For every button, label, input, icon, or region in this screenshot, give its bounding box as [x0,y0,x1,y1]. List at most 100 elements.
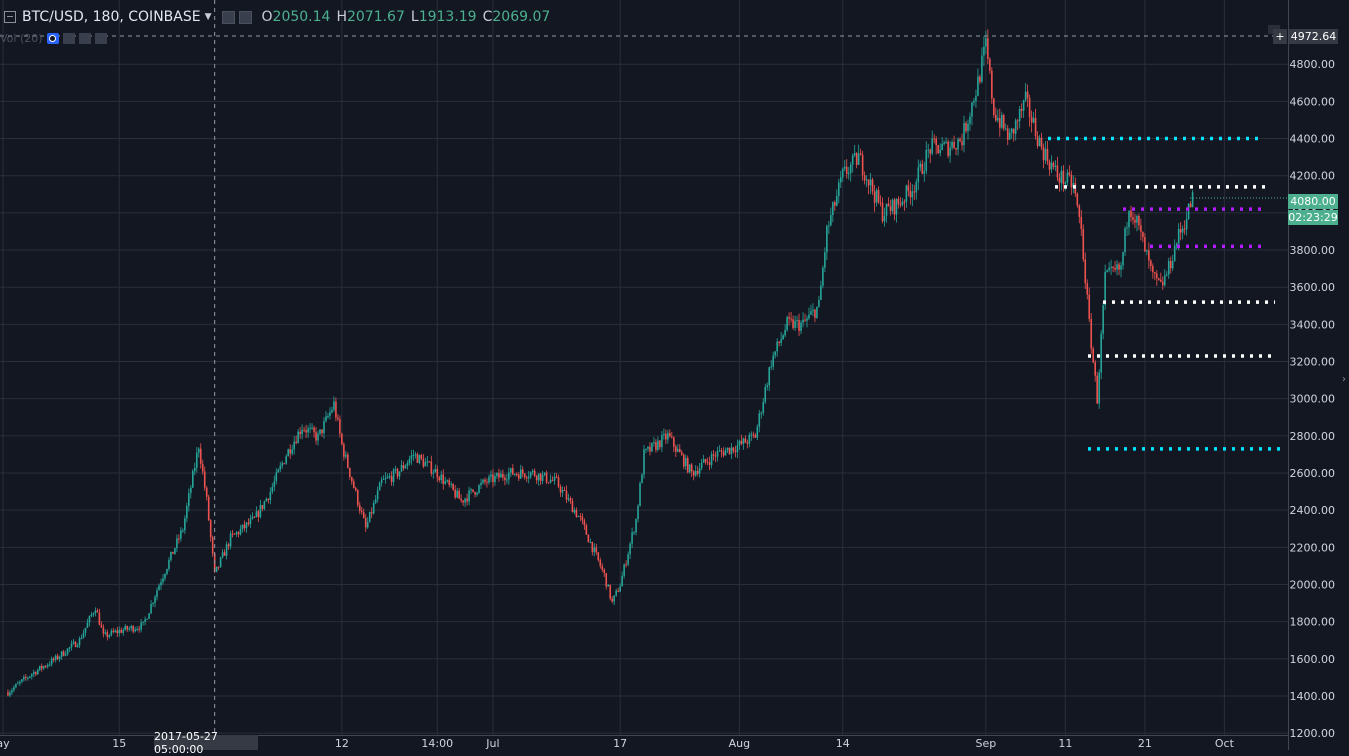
candle-body [317,433,319,441]
candle-body [486,481,488,483]
candle-body [631,532,633,544]
candle-body [885,203,888,217]
candle-body [748,434,751,444]
candle-body [180,530,182,539]
candle-body [663,433,665,436]
candle-body [466,498,468,502]
candle-body [875,189,878,203]
candle-body [931,138,934,154]
eye-icon[interactable] [46,32,59,44]
candle-body [84,627,87,633]
source-icon[interactable] [78,32,91,44]
candle-body [333,401,335,410]
candle-body [615,590,617,596]
y-tick-label: 4800.00 [1290,58,1336,71]
candle-body [19,681,21,684]
candle-body [7,692,9,696]
candle-body [195,452,198,468]
candle-body [98,612,101,625]
candle-body [86,622,89,628]
candle-body [514,474,516,476]
candle-body [323,421,325,434]
candle-body [1187,203,1190,219]
candle-body [188,493,190,507]
candle-body [1002,115,1005,129]
candle-body [347,454,349,468]
candle-body [170,551,172,560]
candle-body [533,470,536,477]
x-tick-label: Aug [729,737,750,750]
candle-body [9,692,11,696]
candle-body [794,320,796,329]
candle-body [617,590,619,592]
candle-body [17,683,19,685]
candle-body [1167,260,1170,275]
candle-body [1044,148,1047,161]
candle-body [889,206,892,212]
candle-body [810,311,812,315]
candle-body [64,654,67,656]
volume-indicator-label[interactable]: Vol (20) [0,31,43,45]
candle-body [675,446,677,452]
candle-body [307,428,309,433]
candle-body [583,520,586,526]
candle-body [734,451,737,453]
y-tick-label: 4200.00 [1290,170,1336,183]
candle-body [788,317,790,319]
candle-body [229,533,232,547]
candles [7,29,1194,698]
candle-body [498,473,500,478]
candle-body [193,467,196,472]
candle-body [255,511,258,518]
candle-body [160,582,162,586]
settings-icon[interactable] [62,32,75,44]
settings-icon[interactable] [221,10,235,24]
candle-body [1088,294,1091,320]
chevron-down-icon[interactable]: ▼ [204,12,212,22]
candle-body [74,641,77,648]
candle-body [1086,283,1089,295]
chevron-right-icon[interactable]: › [1342,373,1346,385]
candle-body [13,687,15,691]
candle-body [390,476,393,482]
candle-body [760,412,763,414]
candle-body [955,148,957,150]
candle-body [1169,260,1172,269]
candle-body [1026,91,1029,98]
candle-body [895,198,898,215]
candle-body [325,416,327,422]
close-value: 2069.07 [492,9,551,25]
candle-body [21,679,23,682]
candle-body [915,181,918,193]
collapse-icon[interactable] [4,11,16,23]
candle-body [983,46,985,56]
candle-body [877,189,880,203]
candle-body [826,226,828,253]
candle-body [140,622,142,630]
candle-body [961,141,963,146]
x-tick-label: 14 [836,737,850,750]
gear-icon[interactable] [238,10,252,24]
add-alert-icon[interactable]: + [1273,29,1287,44]
candle-body [345,454,347,457]
candle-body [545,472,548,483]
candle-body [573,510,576,513]
symbol-label[interactable]: BTC/USD, 180, COINBASE [22,9,201,25]
candle-body [339,419,341,434]
candle-body [297,431,299,444]
candle-body [34,672,37,675]
x-tick-label: 12 [335,737,349,750]
candle-body [72,641,75,644]
candle-body [1082,229,1085,260]
candle-body [450,483,452,485]
candle-body [126,626,129,630]
candle-body [289,449,291,454]
close-icon[interactable] [94,32,107,44]
candle-body [589,541,592,543]
candle-body [611,598,613,602]
candle-body [547,482,550,484]
candle-body [478,485,480,493]
